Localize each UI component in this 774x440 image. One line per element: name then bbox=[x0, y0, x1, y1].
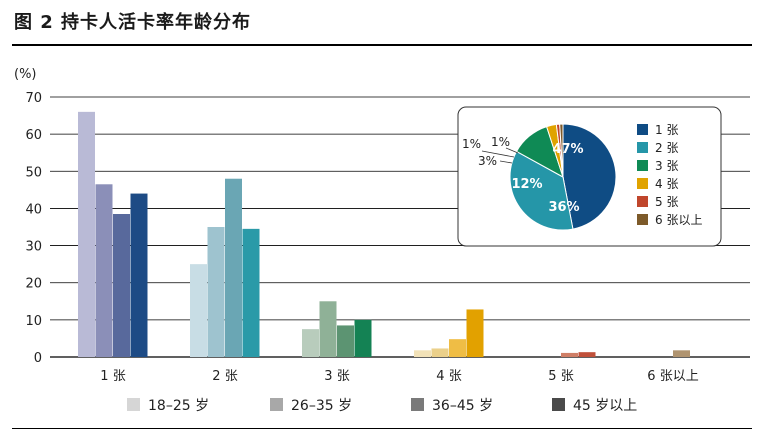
pie-legend-swatch bbox=[637, 142, 648, 153]
pie-legend-label: 1 张 bbox=[655, 123, 678, 137]
pie-legend-label: 2 张 bbox=[655, 141, 678, 155]
pie-legend-swatch bbox=[637, 124, 648, 135]
bar bbox=[466, 309, 484, 357]
pie-leader-line bbox=[505, 147, 519, 154]
y-tick-label: 60 bbox=[25, 128, 42, 143]
bar-legend: 18–25 岁 26–35 岁 36–45 岁 45 岁以上 bbox=[127, 398, 637, 414]
title-rule bbox=[12, 44, 752, 46]
pie-slice-label: 47% bbox=[552, 142, 583, 157]
category-label: 4 张 bbox=[436, 369, 461, 384]
category-labels: 1 张 2 张 3 张 4 张 5 张 6 张以上 bbox=[100, 369, 698, 384]
bottom-rule bbox=[12, 428, 752, 429]
bar bbox=[207, 227, 225, 357]
bar bbox=[414, 350, 431, 357]
legend-swatch bbox=[552, 398, 565, 411]
legend-label: 36–45 岁 bbox=[432, 398, 493, 414]
y-tick-label: 70 bbox=[25, 91, 42, 106]
bar bbox=[561, 352, 578, 357]
pie-leader-line bbox=[481, 150, 515, 158]
legend-label: 18–25 岁 bbox=[148, 398, 209, 414]
pie-legend-label: 5 张 bbox=[655, 195, 678, 209]
bar bbox=[95, 184, 113, 357]
bar bbox=[78, 111, 95, 357]
y-tick-label: 30 bbox=[25, 240, 42, 255]
category-label: 1 张 bbox=[100, 369, 125, 384]
pie-legend: 1 张 2 张 3 张 4 张 5 张 6 张以上 bbox=[637, 123, 702, 227]
bar bbox=[673, 350, 690, 357]
bar bbox=[130, 193, 148, 357]
category-label: 3 张 bbox=[324, 369, 349, 384]
legend-label: 26–35 岁 bbox=[291, 398, 352, 414]
pie-legend-swatch bbox=[637, 214, 648, 225]
pie-legend-label: 4 张 bbox=[655, 177, 678, 191]
y-tick-label: 50 bbox=[25, 165, 42, 180]
category-label: 2 张 bbox=[212, 369, 237, 384]
category-label: 6 张以上 bbox=[647, 369, 698, 384]
y-tick-label: 10 bbox=[25, 314, 42, 329]
y-tick-label: 40 bbox=[25, 202, 42, 217]
pie-legend-label: 6 张以上 bbox=[655, 213, 702, 227]
legend-label: 45 岁以上 bbox=[573, 398, 637, 414]
pie-slice-label: 1% bbox=[462, 137, 481, 151]
pie-slice-label: 12% bbox=[511, 177, 542, 192]
chart-title: 图 2 持卡人活卡率年龄分布 bbox=[14, 12, 252, 33]
bar bbox=[302, 329, 319, 357]
pie-slice bbox=[559, 123, 564, 178]
bar bbox=[319, 301, 337, 357]
pie-slice-label: 36% bbox=[548, 200, 579, 215]
bar bbox=[113, 214, 130, 357]
pie-leader-line bbox=[499, 160, 513, 164]
pie-slice bbox=[562, 123, 617, 230]
y-tick-label: 0 bbox=[34, 351, 42, 366]
category-label: 5 张 bbox=[548, 369, 573, 384]
pie-legend-label: 3 张 bbox=[655, 159, 678, 173]
pie-legend-swatch bbox=[637, 160, 648, 171]
legend-swatch bbox=[270, 398, 283, 411]
bar bbox=[242, 228, 260, 357]
bar-series bbox=[78, 111, 690, 357]
pie-slice-label: 3% bbox=[478, 154, 497, 168]
bar bbox=[354, 319, 372, 357]
y-tick-labels: 0 10 20 30 40 50 60 70 bbox=[25, 91, 42, 366]
pie-slice-label: 1% bbox=[491, 135, 510, 149]
pie-slice bbox=[509, 150, 574, 231]
bar bbox=[431, 348, 449, 357]
bar bbox=[190, 264, 207, 357]
pie-legend-swatch bbox=[637, 196, 648, 207]
pie-chart: 47% 36% 12% 3% 1% 1% bbox=[462, 123, 617, 231]
bar bbox=[225, 178, 242, 357]
y-axis-label: (%) bbox=[14, 67, 37, 82]
y-tick-label: 20 bbox=[25, 277, 42, 292]
bar bbox=[449, 339, 466, 357]
pie-legend-swatch bbox=[637, 178, 648, 189]
legend-swatch bbox=[127, 398, 140, 411]
bar bbox=[337, 325, 354, 357]
legend-swatch bbox=[411, 398, 424, 411]
bar bbox=[578, 352, 596, 357]
